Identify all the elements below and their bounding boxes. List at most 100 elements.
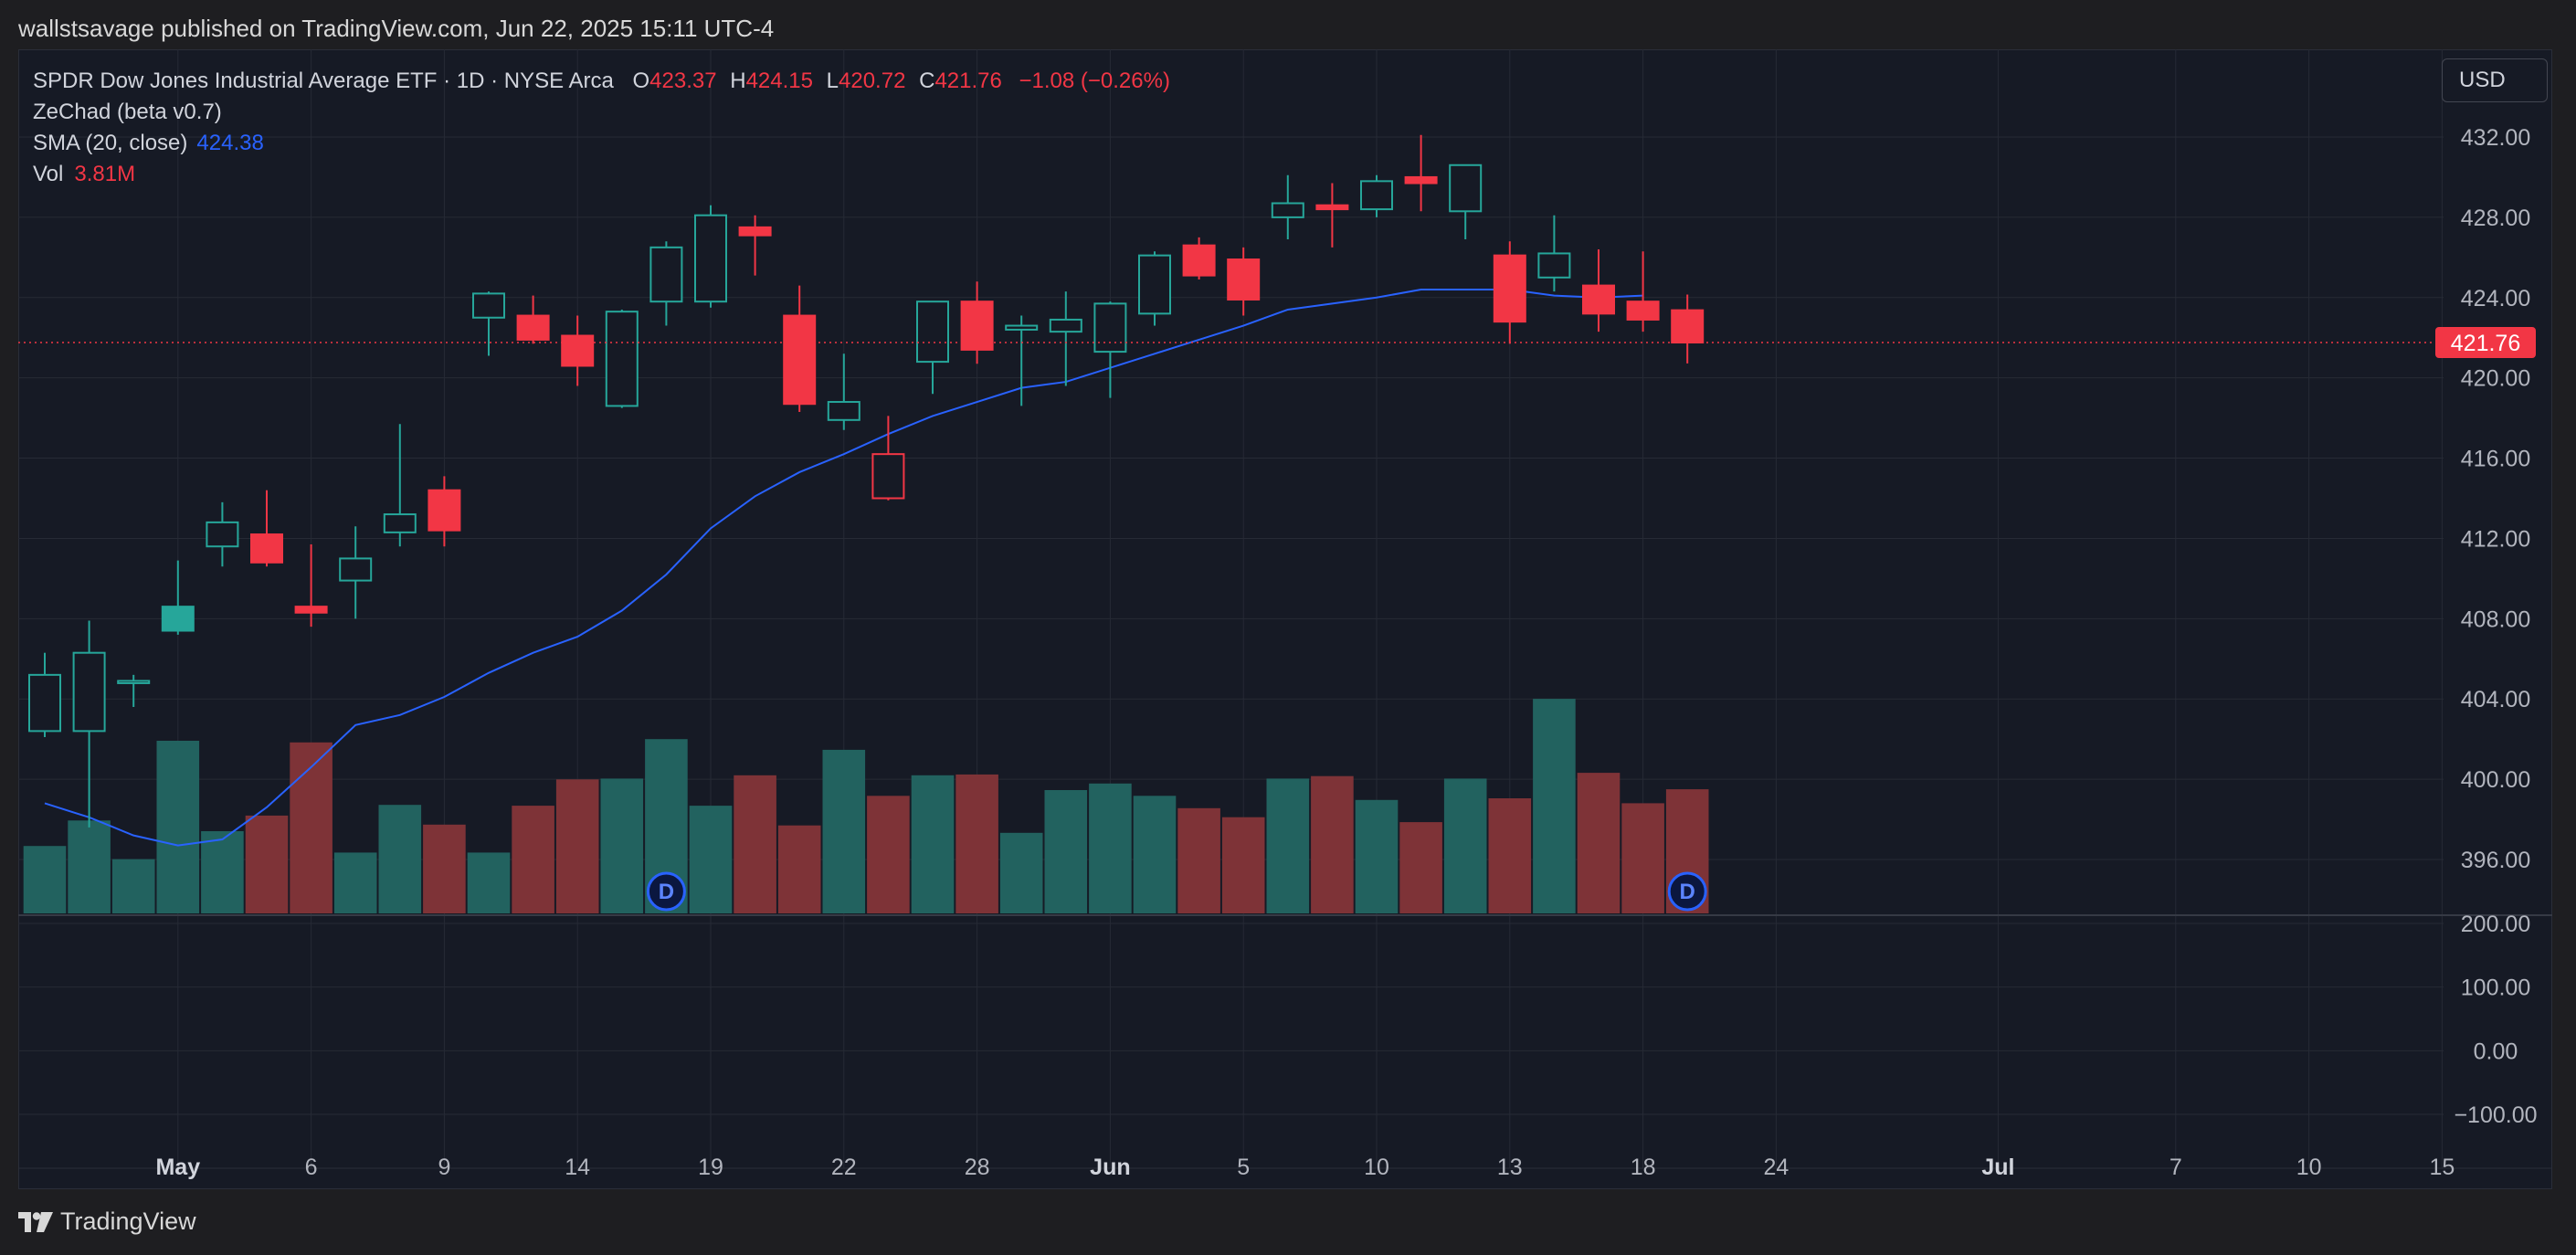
volume-bar	[1443, 778, 1487, 913]
candle-body	[1182, 244, 1216, 277]
time-tick-label: 19	[698, 1155, 723, 1180]
chart-canvas[interactable]: D D 432.00 428.00 424.00 420.00 416.00 412.00 40…	[18, 49, 2552, 1189]
volume-bar	[1177, 807, 1220, 913]
sma-legend-row: SMA (20, close) 424.38	[33, 128, 1170, 159]
price-tick-label: 400.00	[2461, 767, 2530, 793]
candle	[383, 424, 417, 547]
price-tick-label: 396.00	[2461, 848, 2530, 873]
volume-bar	[999, 832, 1043, 913]
last-price-badge	[2435, 326, 2536, 358]
volume-bar	[290, 742, 333, 913]
price-tick-label: 412.00	[2461, 526, 2530, 552]
volume-bar	[68, 820, 111, 913]
volume-bar	[467, 852, 511, 913]
volume-bar	[1266, 778, 1310, 913]
high-value: 424.15	[745, 69, 813, 93]
candle	[72, 620, 106, 828]
volume-label[interactable]: Vol	[33, 162, 64, 186]
volume-bar	[378, 805, 422, 913]
candle	[1271, 174, 1304, 240]
volume-bar	[156, 741, 200, 913]
chart-legend: SPDR Dow Jones Industrial Average ETF · …	[33, 66, 1170, 190]
time-tick-label: Jul	[1981, 1155, 2014, 1180]
candle-body	[472, 292, 505, 319]
open-value: 423.37	[649, 69, 717, 93]
price-tick-label: 428.00	[2461, 206, 2530, 231]
candle-body	[1537, 252, 1571, 279]
volume-bar	[245, 815, 289, 913]
candle-body	[827, 401, 860, 421]
close-value: 421.76	[934, 69, 1002, 93]
candle	[871, 416, 905, 501]
time-tick-label: Jun	[1090, 1155, 1130, 1180]
candlesticks	[28, 134, 1705, 828]
candle-body	[783, 314, 817, 406]
low-value: 420.72	[839, 69, 906, 93]
time-tick-label: 10	[2296, 1155, 2322, 1180]
chart-panel[interactable]	[18, 49, 2552, 1189]
time-tick-label: 14	[565, 1155, 590, 1180]
price-tick-label: 424.00	[2461, 286, 2530, 311]
volume-bar	[777, 825, 821, 913]
volume-bar	[822, 749, 866, 913]
candle	[827, 353, 860, 430]
candle-body	[1093, 302, 1127, 353]
change-value: −1.08 (−0.26%)	[1019, 69, 1170, 93]
candle	[1315, 183, 1349, 248]
close-label: C	[919, 69, 935, 93]
high-label: H	[730, 69, 746, 93]
candle-body	[1582, 284, 1615, 315]
volume-bar	[1577, 773, 1621, 913]
volume-bar	[1533, 699, 1576, 913]
candle	[1626, 251, 1660, 332]
candle	[428, 476, 461, 547]
dividend-marker-icon	[646, 871, 686, 912]
candle-body	[1493, 254, 1526, 323]
time-tick-label: 18	[1631, 1155, 1656, 1180]
volume-bar	[1133, 796, 1177, 913]
time-tick-label: 7	[2170, 1155, 2182, 1180]
candle	[960, 281, 994, 364]
candle	[1093, 301, 1127, 398]
candle	[1404, 134, 1438, 212]
volume-bar	[1399, 822, 1442, 913]
volume-value: 3.81M	[74, 162, 136, 186]
volume-bar	[555, 779, 599, 913]
volume-bar	[734, 775, 776, 913]
candle	[1360, 174, 1393, 217]
dividend-marker-icon	[1667, 871, 1707, 912]
open-label: O	[632, 69, 650, 93]
candle-body	[339, 557, 373, 582]
time-tick-label: 10	[1364, 1155, 1389, 1180]
candle-body	[1671, 309, 1705, 343]
ohlc-legend-row: SPDR Dow Jones Industrial Average ETF · …	[33, 66, 1170, 97]
candle-body	[72, 651, 106, 733]
candle-body	[1138, 254, 1171, 315]
candle-body	[605, 311, 639, 407]
candle-body	[1227, 258, 1261, 301]
volume-bar	[1621, 803, 1664, 913]
candle-body	[516, 314, 550, 341]
candle	[294, 544, 328, 628]
time-tick-label: 13	[1497, 1155, 1523, 1180]
low-label: L	[826, 69, 839, 93]
candle	[649, 241, 683, 326]
candle-body	[1005, 324, 1039, 331]
candle-body	[250, 533, 283, 564]
tradingview-logo[interactable]: TradingView	[18, 1208, 196, 1236]
candle	[694, 205, 727, 308]
zechad-indicator-label[interactable]: ZeChad (beta v0.7)	[33, 100, 222, 124]
sma-value: 424.38	[196, 131, 264, 155]
volume-bar	[23, 846, 67, 913]
candle	[1582, 249, 1615, 332]
symbol-description[interactable]: SPDR Dow Jones Industrial Average ETF · …	[33, 69, 614, 93]
volume-bar	[512, 806, 554, 913]
candle	[1227, 247, 1261, 316]
volume-bar	[955, 774, 998, 913]
sma-line	[44, 288, 1643, 847]
sma-indicator-label[interactable]: SMA (20, close)	[33, 131, 188, 155]
candle	[1493, 241, 1526, 344]
volume-bar	[600, 778, 644, 913]
volume-bar	[1311, 775, 1354, 913]
currency-button[interactable]: USD	[2442, 58, 2548, 102]
